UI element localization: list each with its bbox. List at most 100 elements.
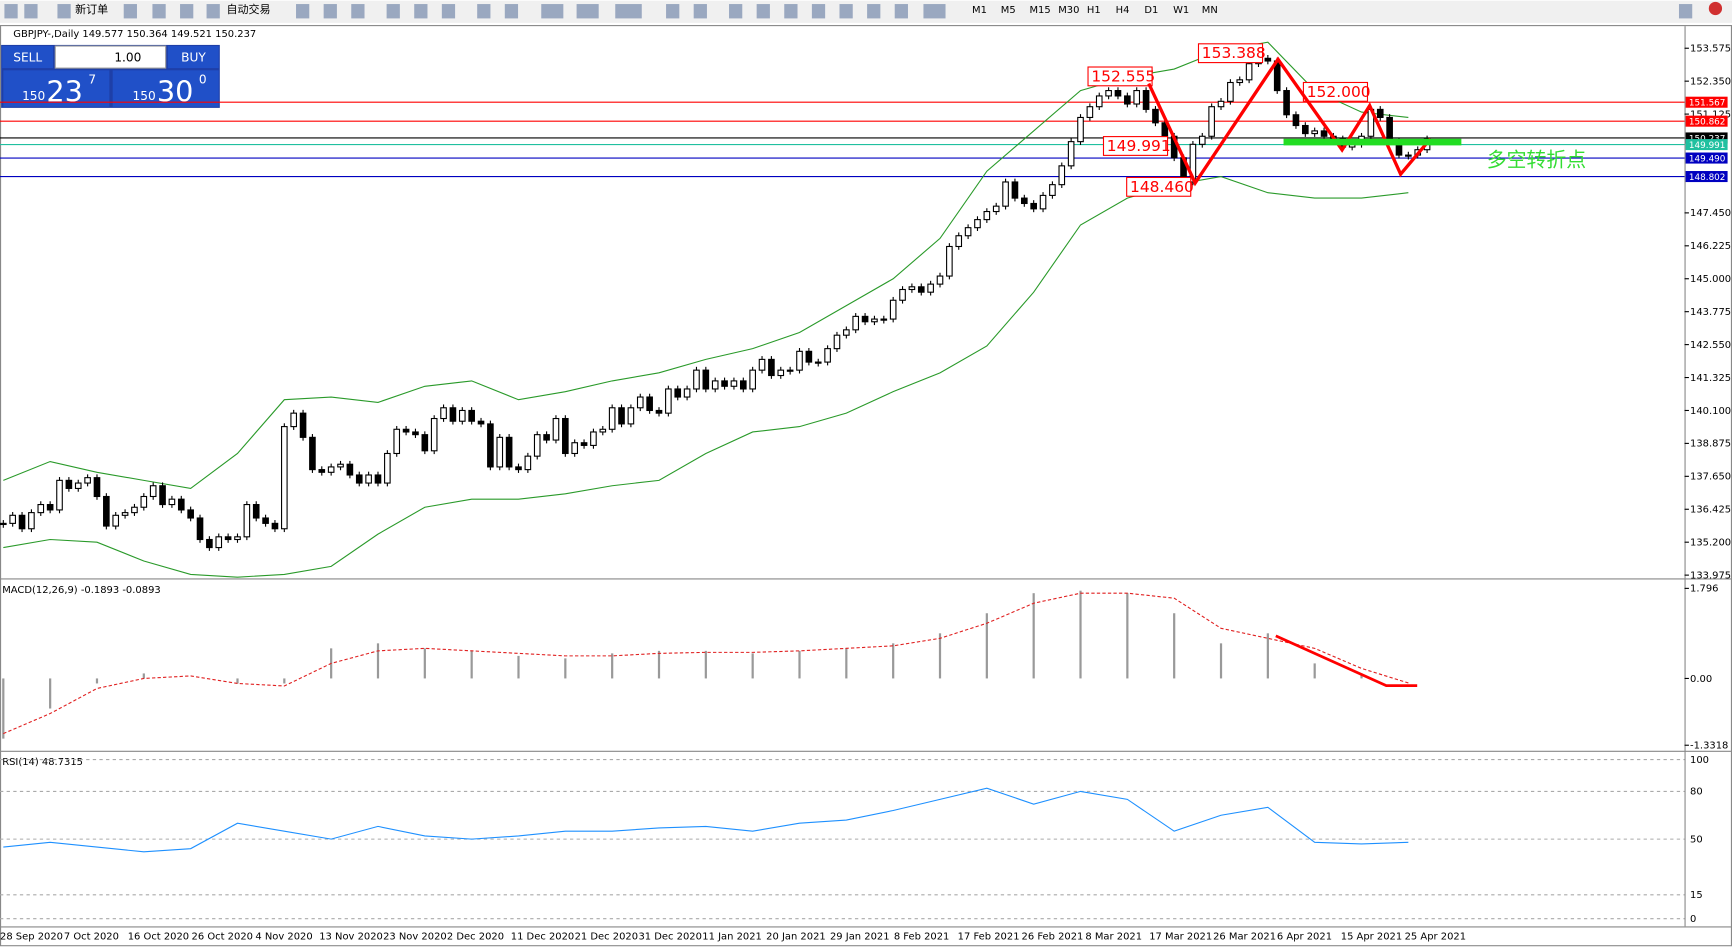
icon[interactable]: [180, 4, 194, 19]
x-tick-label: 16 Oct 2020: [128, 932, 189, 943]
candle: [749, 369, 756, 390]
macd-bar: [470, 650, 473, 679]
y-tick-label: 145.000: [1690, 274, 1731, 285]
timeframe[interactable]: M5: [1001, 5, 1016, 16]
ask-main: 30: [157, 74, 194, 108]
drawings: [1147, 56, 1462, 687]
candle: [402, 428, 410, 433]
candle: [964, 227, 972, 237]
icon[interactable]: [923, 4, 946, 19]
icon[interactable]: [615, 4, 642, 19]
candle: [992, 205, 1000, 213]
level-tag: [1685, 139, 1728, 151]
icon[interactable]: [296, 4, 310, 19]
lots[interactable]: 1.00: [114, 50, 141, 64]
bid-box[interactable]: [3, 70, 110, 107]
candle: [159, 485, 166, 506]
notification[interactable]: [1708, 1, 1723, 16]
candle: [1386, 116, 1393, 143]
candle: [693, 369, 700, 390]
sell-label[interactable]: SELL: [13, 50, 42, 64]
timeframe[interactable]: D1: [1144, 5, 1158, 16]
icon[interactable]: [323, 4, 337, 19]
candle: [9, 514, 16, 524]
icon[interactable]: [784, 4, 798, 19]
timeframe[interactable]: H1: [1087, 5, 1101, 16]
icon[interactable]: [477, 4, 491, 19]
y-tick-label: 142.550: [1690, 340, 1731, 351]
icon[interactable]: [206, 4, 220, 19]
candle: [177, 498, 185, 511]
icon[interactable]: [576, 4, 599, 19]
candle: [711, 380, 719, 390]
candle: [496, 436, 504, 468]
candle: [1227, 81, 1234, 102]
annotation-box: [1126, 176, 1192, 197]
candle: [1020, 197, 1028, 205]
candle: [505, 436, 513, 468]
icon[interactable]: [4, 4, 18, 19]
icon[interactable]: [504, 4, 519, 19]
candle: [843, 329, 850, 336]
icon[interactable]: [811, 4, 826, 19]
buy-button[interactable]: [167, 46, 219, 69]
candle: [412, 431, 419, 436]
auto-trading[interactable]: 自动交易: [226, 2, 270, 16]
timeframe[interactable]: M30: [1058, 5, 1079, 16]
candle: [290, 412, 298, 428]
icon[interactable]: [839, 4, 853, 19]
candle: [112, 514, 120, 527]
timeframe[interactable]: H4: [1116, 5, 1130, 16]
icon[interactable]: [729, 4, 743, 19]
candle: [487, 423, 494, 468]
icon[interactable]: [152, 4, 166, 19]
candle: [149, 485, 157, 498]
rsi-label: RSI(14) 48.7315: [2, 757, 83, 768]
x-tick-label: 4 Nov 2020: [255, 932, 312, 943]
macd-bar: [657, 650, 661, 679]
candle: [562, 417, 569, 455]
lots-input[interactable]: [54, 45, 167, 69]
candle: [262, 517, 269, 524]
timeframe[interactable]: M1: [972, 5, 987, 16]
candle: [318, 469, 326, 473]
icon[interactable]: [57, 4, 71, 19]
candle: [0, 522, 7, 526]
icon[interactable]: [693, 4, 707, 19]
candle: [140, 495, 148, 508]
candle: [421, 434, 429, 452]
icon[interactable]: [351, 4, 365, 19]
icon[interactable]: [666, 4, 680, 19]
candle: [861, 315, 869, 323]
level-label: 151.567: [1689, 99, 1726, 109]
macd-bar: [1219, 643, 1223, 679]
timeframe[interactable]: M15: [1029, 5, 1050, 16]
buy-label[interactable]: BUY: [181, 50, 206, 64]
icon[interactable]: [24, 4, 38, 19]
icon[interactable]: [1678, 4, 1693, 19]
candle: [805, 350, 813, 363]
candle: [131, 506, 138, 514]
icon[interactable]: [541, 4, 564, 19]
candle: [299, 412, 307, 438]
icon[interactable]: [867, 4, 881, 19]
macd-bar: [236, 678, 239, 684]
x-tick-label: 2 Dec 2020: [447, 932, 504, 943]
candle: [430, 417, 438, 452]
icon[interactable]: [756, 4, 770, 19]
icon[interactable]: [894, 4, 908, 19]
ask-box[interactable]: [112, 70, 219, 107]
x-tick-label: 17 Feb 2021: [958, 932, 1020, 943]
ask-sup: 0: [199, 73, 207, 87]
timeframe[interactable]: MN: [1202, 5, 1218, 16]
icon[interactable]: [414, 4, 428, 19]
timeframe[interactable]: W1: [1173, 5, 1189, 16]
sell-button[interactable]: [2, 46, 54, 69]
icon[interactable]: [386, 4, 400, 19]
new-order[interactable]: 新订单: [75, 2, 108, 16]
candle: [871, 318, 878, 323]
candle: [215, 536, 223, 549]
icon[interactable]: [441, 4, 456, 19]
candle: [1049, 184, 1056, 196]
icon[interactable]: [123, 4, 137, 19]
